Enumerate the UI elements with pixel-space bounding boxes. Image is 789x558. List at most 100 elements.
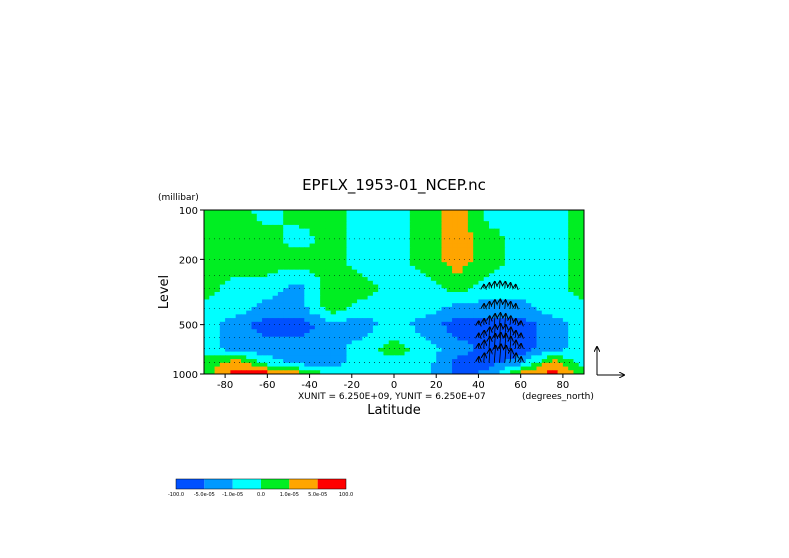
field-cell <box>557 232 564 237</box>
field-cell <box>578 243 584 248</box>
field-cell <box>330 277 337 282</box>
field-cell <box>494 243 501 248</box>
field-cell <box>367 273 374 278</box>
field-cell <box>531 228 538 233</box>
field-cell <box>314 299 321 304</box>
field-cell <box>341 355 348 360</box>
field-cell <box>204 210 210 215</box>
field-cell <box>499 224 506 230</box>
field-cell <box>330 359 337 364</box>
field-cell <box>478 299 485 304</box>
field-cell <box>557 351 564 356</box>
field-cell <box>552 217 559 222</box>
field-cell <box>330 273 337 278</box>
field-cell <box>288 336 295 342</box>
field-cell <box>277 318 284 323</box>
field-cell <box>531 314 538 319</box>
field-cell <box>346 292 353 297</box>
field-cell <box>367 310 374 315</box>
field-cell <box>299 333 305 338</box>
field-cell <box>547 306 553 312</box>
field-cell <box>304 292 311 297</box>
field-cell <box>531 292 538 297</box>
field-cell <box>246 280 253 286</box>
field-cell <box>552 325 559 330</box>
field-cell <box>362 359 369 364</box>
field-cell <box>346 213 353 219</box>
field-cell <box>225 228 231 233</box>
field-cell <box>531 303 538 308</box>
field-cell <box>256 310 263 315</box>
field-cell <box>547 318 553 323</box>
field-cell <box>462 318 469 323</box>
field-cell <box>262 236 268 241</box>
field-cell <box>293 321 300 327</box>
field-cell <box>346 232 353 237</box>
field-cell <box>494 251 501 256</box>
field-cell <box>277 359 284 364</box>
field-cell <box>288 247 295 252</box>
field-cell <box>409 232 416 237</box>
field-cell <box>525 340 532 345</box>
flux-vector <box>489 328 490 338</box>
field-cell <box>441 243 448 248</box>
field-cell <box>520 258 527 263</box>
field-cell <box>256 370 263 374</box>
field-cell <box>430 347 437 353</box>
field-cell <box>520 277 527 282</box>
field-cell <box>283 351 290 356</box>
field-cell <box>473 224 480 230</box>
field-cell <box>293 299 300 304</box>
field-cell <box>525 280 532 286</box>
field-cell <box>246 224 253 230</box>
field-cell <box>436 221 443 226</box>
field-cell <box>351 228 358 233</box>
field-cell <box>314 359 321 364</box>
field-cell <box>520 310 527 315</box>
field-cell <box>399 284 406 289</box>
field-cell <box>452 370 458 374</box>
field-cell <box>251 265 258 271</box>
field-cell <box>235 228 242 233</box>
field-cell <box>473 243 480 248</box>
field-cell <box>214 269 221 274</box>
field-cell <box>357 232 363 237</box>
field-cell <box>235 318 242 323</box>
field-cell <box>568 347 575 353</box>
field-cell <box>499 329 506 334</box>
field-cell <box>425 344 432 349</box>
field-cell <box>457 336 464 342</box>
field-cell <box>446 247 453 252</box>
field-cell <box>346 370 353 374</box>
field-cell <box>277 239 284 245</box>
field-cell <box>483 258 490 263</box>
field-cell <box>383 340 390 345</box>
field-cell <box>494 262 501 267</box>
field-cell <box>547 340 553 345</box>
field-cell <box>330 351 337 356</box>
field-cell <box>515 299 522 304</box>
field-cell <box>330 221 337 226</box>
field-cell <box>489 269 495 274</box>
field-cell <box>578 355 584 360</box>
field-cell <box>404 347 411 353</box>
field-cell <box>547 347 553 353</box>
field-cell <box>467 333 474 338</box>
field-cell <box>399 299 406 304</box>
field-cell <box>557 217 564 222</box>
field-cell <box>246 359 253 364</box>
field-cell <box>436 269 443 274</box>
field-cell <box>478 277 485 282</box>
field-cell <box>536 224 543 230</box>
field-cell <box>304 314 311 319</box>
field-cell <box>283 280 290 286</box>
field-cell <box>557 359 564 364</box>
field-cell <box>367 306 374 312</box>
field-cell <box>256 329 263 334</box>
field-cell <box>525 355 532 360</box>
field-cell <box>314 262 321 267</box>
field-cell <box>499 347 506 353</box>
field-cell <box>330 318 337 323</box>
field-cell <box>525 277 532 282</box>
field-cell <box>483 318 490 323</box>
